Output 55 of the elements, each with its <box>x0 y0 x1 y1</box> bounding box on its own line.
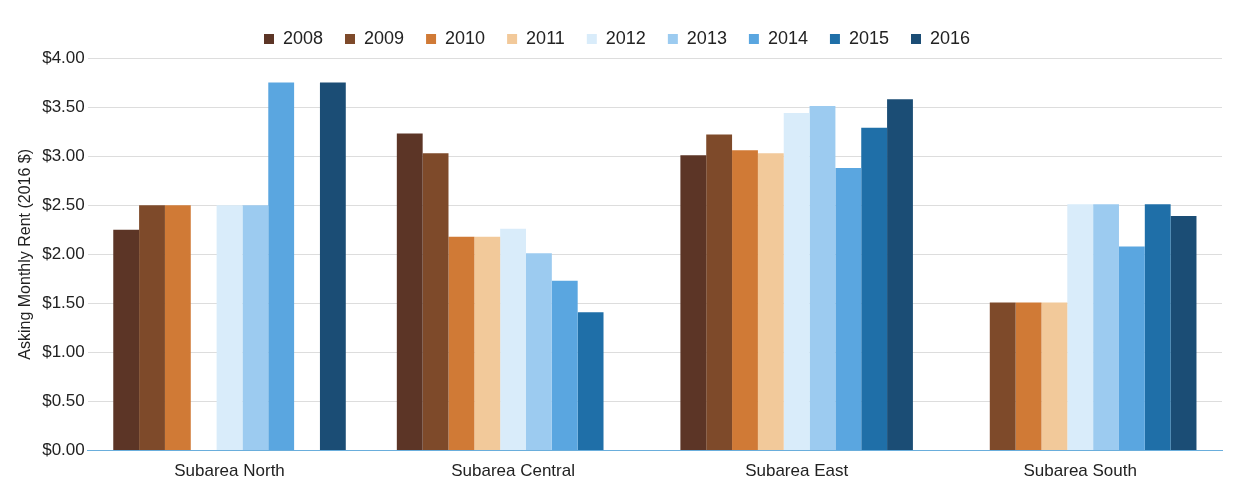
bar <box>706 134 733 451</box>
y-axis-title: Asking Monthly Rent (2016 $) <box>16 148 34 360</box>
bar <box>474 236 501 451</box>
bar <box>1144 204 1171 451</box>
bar <box>1170 216 1197 451</box>
bar <box>500 228 527 451</box>
legend-label: 2014 <box>767 27 808 48</box>
y-tick-label: $2.50 <box>42 194 85 214</box>
bar <box>1118 246 1145 451</box>
x-tick-label: Subarea Central <box>451 461 575 481</box>
bar <box>422 153 449 451</box>
bar <box>396 133 423 451</box>
y-tick-label: $1.00 <box>42 342 85 362</box>
bar <box>783 112 810 451</box>
bar <box>1041 302 1068 451</box>
bar <box>1015 302 1042 451</box>
bar <box>551 280 578 451</box>
bar <box>319 82 346 451</box>
bar <box>216 205 243 451</box>
bar <box>887 99 913 451</box>
y-tick-label: $1.50 <box>42 293 85 313</box>
bar <box>680 155 707 451</box>
legend-label: 2010 <box>445 27 486 48</box>
bar <box>809 106 836 451</box>
bar <box>732 150 758 451</box>
bar <box>268 82 295 451</box>
x-tick-label: Subarea South <box>1023 461 1137 481</box>
legend-label: 2015 <box>848 27 889 48</box>
y-tick-label: $2.00 <box>42 243 85 263</box>
x-tick-label: Subarea East <box>745 461 849 481</box>
bar <box>526 253 552 451</box>
bar <box>989 302 1016 451</box>
y-tick-label: $0.00 <box>42 440 85 460</box>
x-tick-label: Subarea North <box>174 461 285 481</box>
bar <box>835 167 862 451</box>
legend-label: 2008 <box>282 27 324 48</box>
y-tick-label: $3.50 <box>42 96 85 116</box>
legend-label: 2016 <box>929 27 971 48</box>
legend-label: 2013 <box>686 27 727 48</box>
bar <box>113 229 140 451</box>
bar <box>757 153 784 451</box>
bar <box>577 312 604 451</box>
legend-label: 2009 <box>364 27 405 48</box>
bar <box>139 205 165 451</box>
y-tick-label: $4.00 <box>42 47 85 67</box>
y-tick-label: $3.00 <box>42 145 85 165</box>
y-tick-label: $0.50 <box>42 391 85 411</box>
bar <box>1093 204 1119 451</box>
legend-label: 2011 <box>526 27 565 48</box>
bar <box>448 236 475 451</box>
bar <box>861 127 888 451</box>
legend-label: 2012 <box>605 27 646 48</box>
bar <box>1067 204 1094 451</box>
bar <box>164 205 191 451</box>
bar <box>242 205 269 451</box>
